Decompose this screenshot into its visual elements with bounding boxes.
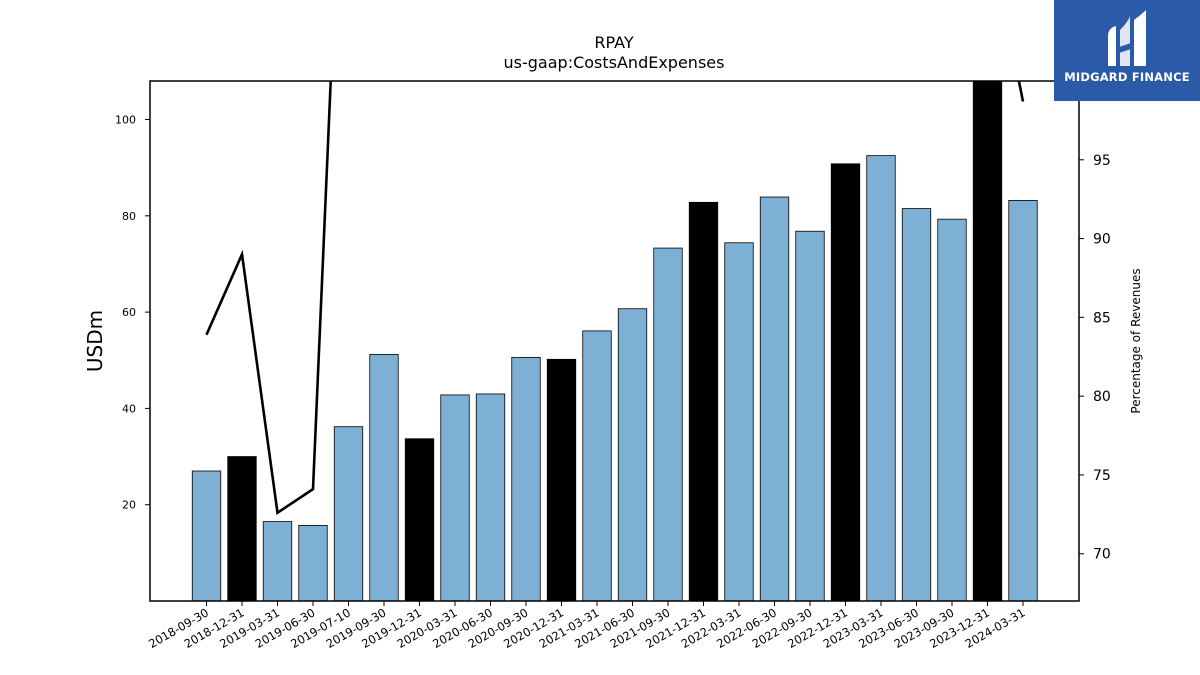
y2-tick-label: 70 — [1093, 547, 1111, 563]
y2-tick-label: 80 — [1093, 389, 1111, 405]
y-tick-label: 60 — [122, 306, 136, 319]
bar-2023-12-31 — [972, 81, 1003, 601]
y-tick-label: 100 — [115, 114, 136, 127]
bar-2018-12-31 — [227, 456, 257, 601]
y2-tick-label: 85 — [1093, 310, 1111, 326]
y2-tick-label: 90 — [1093, 232, 1111, 248]
bar-2022-03-31 — [724, 242, 754, 601]
logo-text: MIDGARD FINANCE — [1064, 70, 1190, 84]
plot-frame — [149, 80, 1080, 602]
brand-logo: MIDGARD FINANCE — [1054, 0, 1200, 101]
bar-2023-03-31 — [866, 155, 896, 601]
bar-2022-12-31 — [830, 163, 861, 601]
bar-2020-09-30 — [511, 356, 541, 601]
bar-2019-03-31 — [262, 521, 293, 601]
line-segment-0 — [205, 81, 333, 515]
y-tick-label: 80 — [122, 210, 136, 223]
bar-2022-09-30 — [795, 230, 825, 601]
y-tick-label: 20 — [122, 499, 136, 512]
chart-subtitle: us-gaap:CostsAndExpenses — [504, 53, 725, 72]
y-axis-label: USDm — [83, 310, 107, 372]
y-tick-label: 40 — [122, 402, 136, 415]
bar-2022-06-30 — [759, 196, 790, 601]
chart-title: RPAY — [594, 33, 633, 52]
bar-series — [191, 81, 1038, 601]
line-series — [205, 81, 1025, 515]
bar-2021-12-31 — [688, 201, 719, 601]
logo-mark-icon — [1108, 10, 1146, 66]
bar-2020-06-30 — [475, 393, 506, 601]
y2-tick-label: 95 — [1093, 153, 1111, 169]
bar-2023-06-30 — [901, 208, 932, 601]
bar-2018-09-30 — [191, 470, 222, 601]
y2-tick-label: 75 — [1093, 468, 1111, 484]
bar-2019-12-31 — [404, 438, 435, 601]
bar-2020-03-31 — [440, 394, 470, 601]
bar-2019-07-10 — [333, 426, 364, 601]
bar-2021-03-31 — [582, 330, 612, 601]
y2-axis-label: Percentage of Revenues — [1129, 268, 1143, 413]
bar-2024-03-31 — [1008, 200, 1038, 601]
bar-2020-12-31 — [546, 358, 577, 601]
bar-2019-09-30 — [369, 354, 399, 601]
bar-2021-06-30 — [617, 308, 648, 601]
bar-2023-09-30 — [937, 218, 967, 601]
bar-2019-06-30 — [298, 525, 328, 601]
bar-2021-09-30 — [653, 247, 683, 601]
